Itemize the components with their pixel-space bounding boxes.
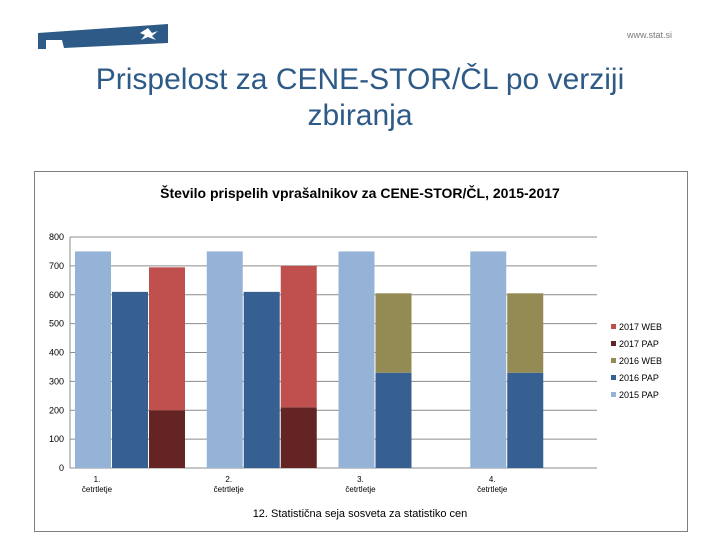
site-url[interactable]: www.stat.si xyxy=(626,30,672,40)
y-tick-label: 700 xyxy=(49,261,64,271)
x-category-label-line: 1. xyxy=(94,475,101,484)
chart-title: Število prispelih vprašalnikov za CENE-S… xyxy=(160,185,560,201)
y-tick-label: 400 xyxy=(49,348,64,358)
legend-swatch xyxy=(611,375,616,380)
x-category-label-line: 2. xyxy=(225,475,232,484)
slide-title: Prispelost za CENE-STOR/ČL po verziji zb… xyxy=(95,63,625,132)
legend-label: 2017 PAP xyxy=(619,339,659,349)
legend-swatch xyxy=(611,324,616,329)
bar-2017-web xyxy=(149,267,185,411)
y-tick-label: 200 xyxy=(49,405,64,415)
x-category-label-line: četrtletje xyxy=(214,485,245,494)
bar-2016-pap xyxy=(243,291,280,468)
x-category-label-line: četrtletje xyxy=(477,485,508,494)
y-tick-label: 100 xyxy=(49,434,64,444)
x-category-label: 3. četrtletje xyxy=(345,475,376,494)
bar-2016-web xyxy=(507,293,544,373)
x-category-label: 4. četrtletje xyxy=(477,475,508,494)
y-tick-label: 300 xyxy=(49,376,64,386)
x-category-label-line: četrtletje xyxy=(345,485,376,494)
x-category-label: 2. četrtletje xyxy=(214,475,245,494)
bar-2017-web xyxy=(280,265,317,408)
y-tick-label: 600 xyxy=(49,290,64,300)
bar-2015-pap xyxy=(338,251,375,468)
legend-label: 2016 WEB xyxy=(619,356,662,366)
legend-swatch xyxy=(611,341,616,346)
x-category-label-line: 3. xyxy=(357,475,364,484)
x-category-label-line: četrtletje xyxy=(82,485,113,494)
bar-2015-pap xyxy=(470,251,507,468)
stat-logo xyxy=(38,24,168,49)
bar-2017-pap xyxy=(149,410,185,468)
bar-2015-pap xyxy=(75,251,111,468)
bar-2016-pap xyxy=(375,372,412,468)
x-category-label-line: 4. xyxy=(489,475,496,484)
bar-2016-web xyxy=(375,293,412,373)
bar-2015-pap xyxy=(206,251,243,468)
bar-2016-pap xyxy=(507,372,544,468)
y-tick-label: 0 xyxy=(59,463,64,473)
y-tick-label: 500 xyxy=(49,319,64,329)
bar-2016-pap xyxy=(112,291,148,468)
y-tick-label: 800 xyxy=(49,232,64,242)
bar-2017-pap xyxy=(280,407,317,468)
legend-label: 2017 WEB xyxy=(619,322,662,332)
legend-label: 2016 PAP xyxy=(619,373,659,383)
legend-swatch xyxy=(611,392,616,397)
legend-swatch xyxy=(611,358,616,363)
x-category-label: 1. četrtletje xyxy=(82,475,113,494)
footer-text: 12. Statistična seja sosveta za statisti… xyxy=(252,508,468,520)
legend-label: 2015 PAP xyxy=(619,390,659,400)
